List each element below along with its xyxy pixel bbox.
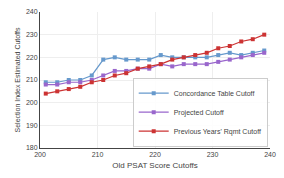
svg-text:200: 200 — [34, 151, 46, 158]
svg-text:210: 210 — [92, 151, 104, 158]
svg-text:190: 190 — [26, 122, 38, 129]
svg-text:220: 220 — [26, 54, 38, 61]
svg-text:Previous Years' Rqmt Cutoff: Previous Years' Rqmt Cutoff — [174, 128, 261, 136]
svg-text:230: 230 — [26, 31, 38, 38]
svg-text:200: 200 — [26, 99, 38, 106]
svg-text:180: 180 — [26, 144, 38, 151]
svg-text:220: 220 — [149, 151, 161, 158]
svg-text:Selection Index Estimated Cuto: Selection Index Estimated Cutoffs — [14, 27, 21, 132]
svg-text:Old PSAT Score Cutoffs: Old PSAT Score Cutoffs — [112, 161, 197, 170]
svg-text:230: 230 — [207, 151, 219, 158]
svg-text:210: 210 — [26, 76, 38, 83]
svg-text:240: 240 — [264, 151, 276, 158]
svg-text:Projected Cutoff: Projected Cutoff — [174, 109, 224, 117]
svg-text:240: 240 — [26, 8, 38, 15]
svg-text:Concordance Table Cutoff: Concordance Table Cutoff — [174, 90, 255, 97]
